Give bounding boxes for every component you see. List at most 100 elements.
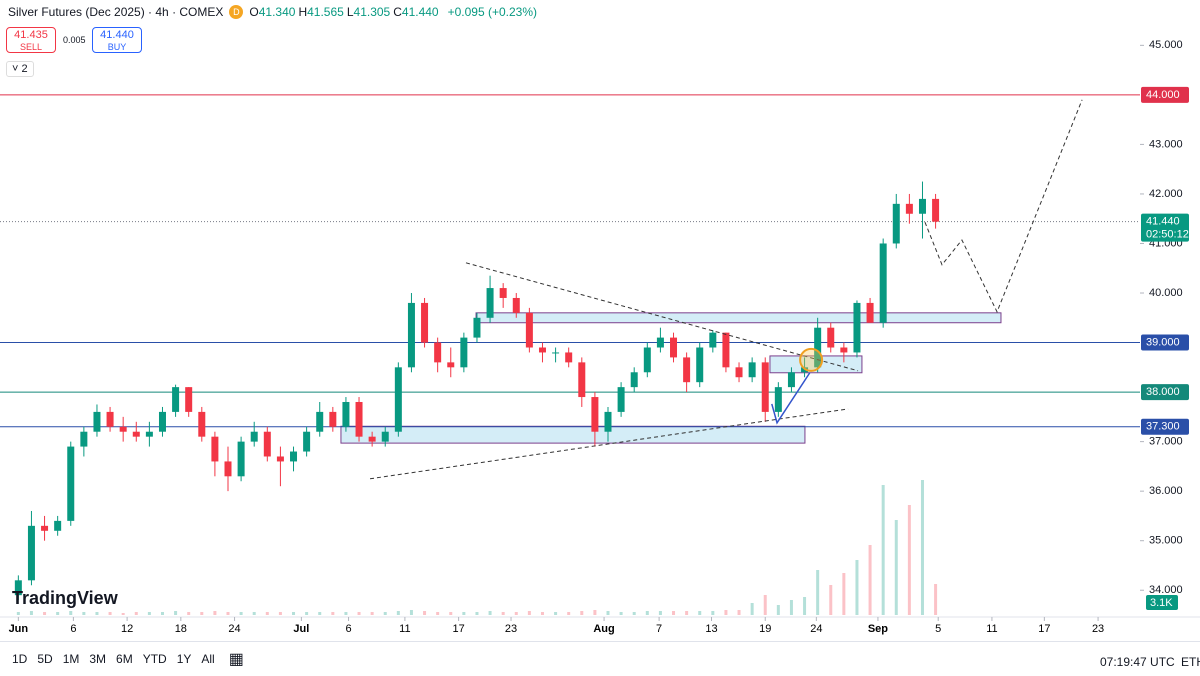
range-button[interactable]: 5D [37, 652, 53, 666]
buy-label: BUY [107, 42, 127, 52]
range-button[interactable]: YTD [142, 652, 167, 666]
ohlc-value: 41.305 [353, 5, 391, 19]
volume-bar [567, 612, 571, 615]
candle-body [670, 337, 678, 358]
volume-bar [632, 612, 636, 615]
volume-bar [842, 573, 846, 615]
y-tick-label: 43.000 [1149, 138, 1183, 150]
candle-body [41, 525, 49, 531]
buy-button[interactable]: 41.440 BUY [92, 27, 142, 53]
candle-body [211, 436, 219, 462]
ohlc: O41.340 H41.565 L41.305 C41.440 [249, 5, 441, 19]
candle-body [643, 347, 651, 373]
volume-bar [29, 611, 33, 615]
symbol: Silver Futures (Dec 2025) · 4h · COMEX [8, 5, 224, 19]
volume-bar [423, 611, 427, 615]
candle-body [198, 411, 206, 437]
badge: D [229, 5, 244, 19]
level-tag [1141, 384, 1189, 401]
volume-bar [43, 612, 47, 615]
candle-body [499, 288, 507, 298]
level-label: 37.300 [1146, 421, 1180, 433]
level-tag [1141, 334, 1189, 351]
candle-body [604, 411, 612, 432]
candle-body [368, 436, 376, 442]
volume-bar [711, 611, 715, 615]
range-button[interactable]: 3M [89, 652, 107, 666]
candle-body [879, 243, 887, 323]
clock: 07:19:47 UTC [1100, 655, 1175, 669]
x-tick-label: 5 [935, 623, 941, 635]
volume-bar [920, 480, 924, 615]
candle-body [932, 198, 940, 222]
candle-body [407, 302, 415, 368]
candle-body [93, 411, 101, 432]
candle-body [486, 288, 494, 318]
toolbar: 1D 5D 1M 3M 6M YTD 1Y All ▦ 07:19:47 UTC ETH [0, 641, 1200, 676]
x-tick-label: Sep [868, 623, 888, 635]
volume-bar [907, 505, 911, 615]
candle-body [381, 431, 389, 442]
volume-bar [95, 612, 99, 615]
volume-bar [658, 611, 662, 615]
indicators-toggle[interactable]: ˅ 2 [6, 61, 34, 77]
x-tick-label: 23 [505, 623, 517, 635]
range-button[interactable]: 1D [12, 652, 28, 666]
candle-body [774, 387, 782, 412]
volume-bar [619, 612, 623, 615]
volume-bar [396, 611, 400, 615]
y-tick-label: 40.000 [1149, 287, 1183, 299]
candle-body [814, 327, 822, 368]
ohlc-key: O [249, 5, 259, 19]
volume-bar [383, 612, 387, 615]
candle-body [119, 426, 127, 432]
spread: 0.005 [63, 35, 86, 45]
y-tick-label: 45.000 [1149, 39, 1183, 51]
x-tick-label: 6 [70, 623, 76, 635]
x-tick-label: 11 [399, 623, 410, 635]
level-label: 39.000 [1146, 336, 1180, 348]
candle-body [473, 317, 481, 338]
volume-tag [1146, 595, 1178, 610]
candle-body [696, 347, 704, 383]
candle-body [80, 431, 88, 447]
range-button[interactable]: 1M [62, 652, 80, 666]
candle-body [840, 347, 848, 353]
volume-bar [449, 612, 453, 615]
volume-bar [868, 545, 872, 615]
candle-body [761, 362, 769, 412]
level-tag [1141, 418, 1189, 435]
x-tick-label: 6 [345, 623, 351, 635]
candle-body [185, 387, 193, 412]
volume-bar [593, 610, 597, 615]
volume-bar [672, 611, 676, 615]
candle-body [918, 198, 926, 214]
session[interactable]: ETH [1181, 655, 1200, 669]
x-tick-label: Jun [9, 623, 29, 635]
volume-bar [606, 611, 610, 615]
candle-body [656, 337, 664, 348]
candle-body [14, 580, 22, 596]
candle-body [578, 362, 586, 398]
sell-button[interactable]: 41.435 SELL [6, 27, 56, 53]
candle-body [552, 352, 560, 354]
candle-body [329, 411, 337, 427]
volume-bar [108, 612, 112, 615]
arrow [771, 372, 811, 425]
calendar-icon[interactable]: ▦ [228, 651, 244, 668]
candle-body [866, 302, 874, 323]
sell-label: SELL [19, 42, 43, 52]
indicators-count: 2 [21, 63, 28, 75]
candle-body [538, 347, 546, 353]
x-tick-label: 11 [986, 623, 997, 635]
volume-bar [488, 611, 492, 615]
volume-bar [318, 612, 322, 615]
header: Silver Futures (Dec 2025) · 4h · COMEX D… [8, 5, 540, 19]
range-button[interactable]: 6M [116, 652, 133, 666]
range-button[interactable]: All [201, 652, 215, 666]
ohlc-value: 41.565 [307, 5, 344, 19]
range-button[interactable]: 1Y [176, 652, 192, 666]
volume-bar [934, 584, 938, 615]
candle-body [224, 461, 232, 477]
